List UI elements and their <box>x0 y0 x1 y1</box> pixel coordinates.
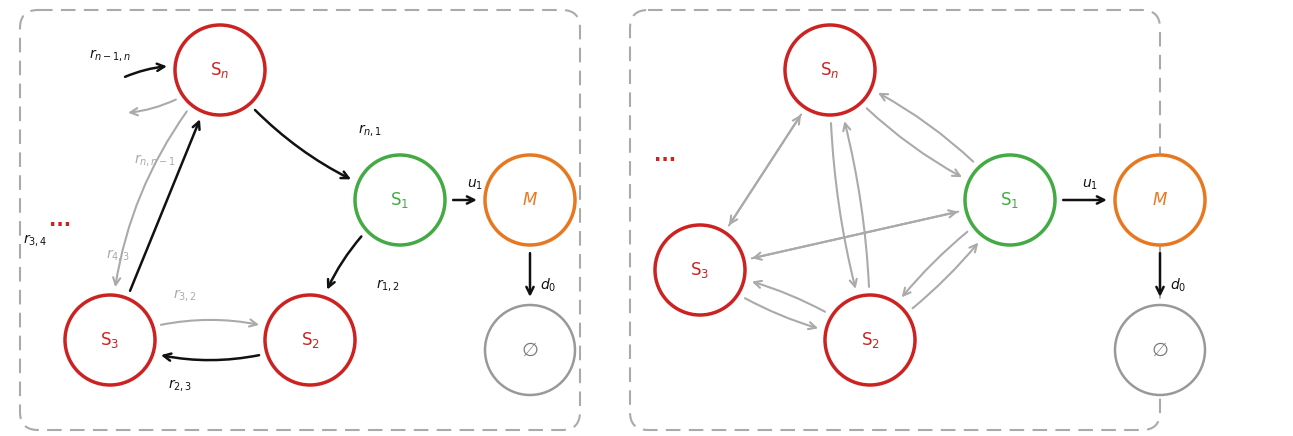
FancyArrowPatch shape <box>526 253 534 294</box>
Circle shape <box>175 25 265 115</box>
FancyArrowPatch shape <box>913 245 976 308</box>
Text: $r_{2,3}$: $r_{2,3}$ <box>168 377 193 393</box>
FancyArrowPatch shape <box>754 281 825 312</box>
FancyArrowPatch shape <box>729 116 800 225</box>
FancyArrowPatch shape <box>751 210 956 258</box>
FancyArrowPatch shape <box>881 94 974 162</box>
FancyArrowPatch shape <box>745 298 816 329</box>
FancyArrowPatch shape <box>131 99 176 116</box>
Text: $\mathsf{S}_{n}$: $\mathsf{S}_{n}$ <box>820 60 839 80</box>
Text: $M$: $M$ <box>522 191 538 209</box>
Circle shape <box>825 295 915 385</box>
FancyArrowPatch shape <box>831 123 857 286</box>
FancyArrowPatch shape <box>866 109 959 176</box>
Text: ...: ... <box>49 211 71 229</box>
FancyArrowPatch shape <box>843 123 869 287</box>
FancyArrowPatch shape <box>131 122 199 291</box>
Text: $u_1$: $u_1$ <box>1082 178 1098 192</box>
Circle shape <box>265 295 356 385</box>
Circle shape <box>1115 305 1205 395</box>
FancyArrowPatch shape <box>328 236 361 287</box>
Text: $\varnothing$: $\varnothing$ <box>521 341 539 360</box>
FancyArrowPatch shape <box>1156 253 1164 294</box>
FancyArrowPatch shape <box>160 320 257 327</box>
Text: $\mathsf{S}_{3}$: $\mathsf{S}_{3}$ <box>690 260 710 280</box>
Text: ...: ... <box>654 146 676 164</box>
Text: $r_{n-1,n}$: $r_{n-1,n}$ <box>89 47 131 63</box>
Text: $\mathsf{S}_{1}$: $\mathsf{S}_{1}$ <box>390 190 410 210</box>
Text: $r_{n,1}$: $r_{n,1}$ <box>358 122 381 138</box>
Text: $\mathsf{S}_{3}$: $\mathsf{S}_{3}$ <box>101 330 120 350</box>
Circle shape <box>965 155 1055 245</box>
FancyArrowPatch shape <box>1063 196 1104 204</box>
Circle shape <box>485 305 575 395</box>
Text: $r_{4,3}$: $r_{4,3}$ <box>106 247 131 263</box>
Circle shape <box>485 155 575 245</box>
Text: $d_0$: $d_0$ <box>1170 276 1186 294</box>
Text: $\varnothing$: $\varnothing$ <box>1151 341 1169 360</box>
Circle shape <box>65 295 155 385</box>
Circle shape <box>656 225 745 315</box>
Text: $\mathsf{S}_{2}$: $\mathsf{S}_{2}$ <box>861 330 879 350</box>
FancyArrowPatch shape <box>125 64 164 77</box>
FancyArrowPatch shape <box>164 354 259 361</box>
Text: $r_{3,2}$: $r_{3,2}$ <box>173 287 197 303</box>
Text: $M$: $M$ <box>1152 191 1168 209</box>
FancyArrowPatch shape <box>754 212 958 260</box>
FancyArrowPatch shape <box>731 115 802 224</box>
FancyArrowPatch shape <box>112 112 186 285</box>
FancyArrowPatch shape <box>255 110 349 178</box>
Text: $\mathsf{S}_{1}$: $\mathsf{S}_{1}$ <box>1001 190 1020 210</box>
Text: $r_{1,2}$: $r_{1,2}$ <box>376 277 400 293</box>
Text: $u_1$: $u_1$ <box>467 178 484 192</box>
Circle shape <box>785 25 875 115</box>
Circle shape <box>1115 155 1205 245</box>
Text: $\mathsf{S}_{n}$: $\mathsf{S}_{n}$ <box>211 60 230 80</box>
Circle shape <box>356 155 445 245</box>
Text: $r_{3,4}$: $r_{3,4}$ <box>23 232 48 248</box>
Text: $\mathsf{S}_{2}$: $\mathsf{S}_{2}$ <box>300 330 319 350</box>
Text: $d_0$: $d_0$ <box>540 276 556 294</box>
FancyArrowPatch shape <box>904 232 967 296</box>
FancyArrowPatch shape <box>453 196 475 204</box>
Text: $r_{n,n-1}$: $r_{n,n-1}$ <box>134 152 176 168</box>
